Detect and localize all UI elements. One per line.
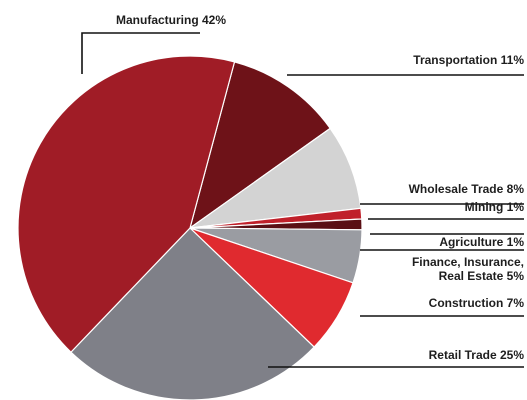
slice-label-2: Wholesale Trade 8% bbox=[409, 182, 525, 196]
slice-label-0: Manufacturing 42% bbox=[116, 13, 226, 27]
slice-label-7: Retail Trade 25% bbox=[429, 348, 525, 362]
slice-label-line: Agriculture 1% bbox=[439, 235, 524, 249]
slice-label-line: Real Estate 5% bbox=[439, 269, 525, 283]
slice-label-line: Manufacturing 42% bbox=[116, 13, 226, 27]
slice-label-line: Finance, Insurance, bbox=[412, 255, 524, 269]
pie-slice-1 bbox=[188, 61, 332, 230]
slice-label-1: Transportation 11% bbox=[413, 53, 524, 67]
slice-label-line: Transportation 11% bbox=[413, 53, 524, 67]
slice-label-line: Construction 7% bbox=[429, 296, 525, 310]
pie-slices bbox=[17, 55, 363, 400]
slice-label-line: Retail Trade 25% bbox=[429, 348, 525, 362]
pie-slice-0 bbox=[17, 55, 236, 353]
slice-labels: Manufacturing 42% Transportation 11% Whole… bbox=[116, 13, 524, 362]
slice-label-line: Mining 1% bbox=[465, 200, 525, 214]
leader-line-0 bbox=[81, 32, 200, 74]
slice-label-5: Finance, Insurance, Real Estate 5% bbox=[412, 255, 524, 283]
slice-label-6: Construction 7% bbox=[429, 296, 525, 310]
slice-label-4: Agriculture 1% bbox=[439, 235, 524, 249]
slice-label-line: Wholesale Trade 8% bbox=[409, 182, 525, 196]
slice-label-3: Mining 1% bbox=[465, 200, 525, 214]
leader-lines bbox=[81, 32, 524, 368]
